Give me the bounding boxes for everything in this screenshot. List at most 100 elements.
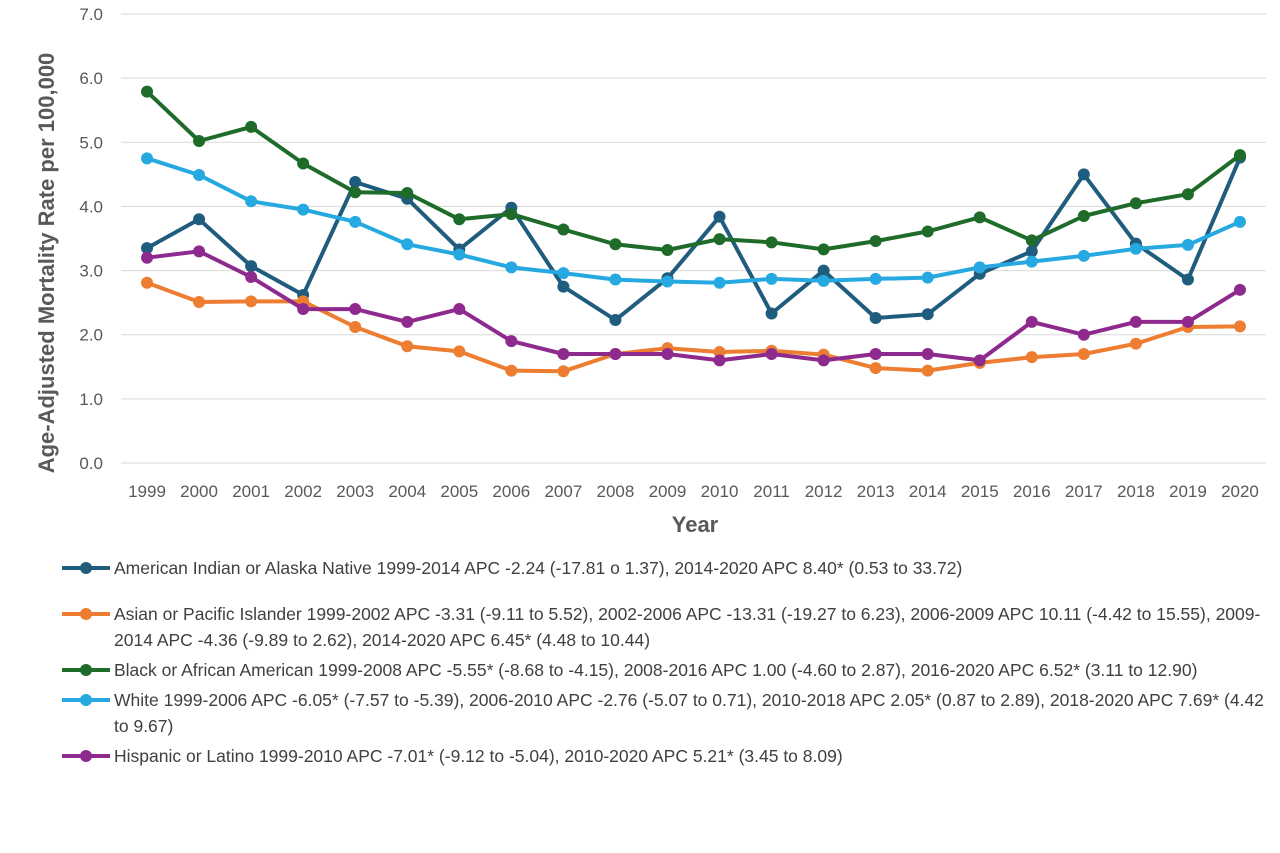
data-point [1025,234,1038,247]
legend-marker-icon [62,562,110,574]
data-point [349,321,362,334]
data-point [245,295,258,308]
data-point [1077,168,1090,181]
series-0 [141,151,1246,326]
legend-item: American Indian or Alaska Native 1999-20… [60,555,1270,581]
data-point [713,233,726,246]
data-point [1077,210,1090,223]
data-point [245,120,258,133]
data-point [869,235,882,248]
x-tick-label: 2008 [597,482,635,501]
data-point [765,236,778,249]
data-point [765,272,778,285]
series-2 [141,85,1246,257]
x-axis-title: Year [672,512,719,537]
data-point [141,85,154,98]
data-point [141,242,154,255]
data-point [661,347,674,360]
data-point [245,270,258,283]
data-point [505,364,518,377]
data-point [1233,283,1246,296]
y-axis-title: Age-Adjusted Mortality Rate per 100,000 [34,53,59,474]
data-point [661,275,674,288]
data-point [141,276,154,289]
data-point [765,347,778,360]
legend-marker-icon [62,694,110,706]
data-point [609,238,622,251]
data-point [297,303,310,316]
data-point [661,244,674,257]
x-tick-label: 2000 [180,482,218,501]
data-point [245,260,258,273]
series-line [146,249,1242,363]
data-point [869,362,882,375]
data-point [505,261,518,274]
data-point [609,273,622,286]
data-point [193,213,206,226]
data-point [193,135,206,148]
x-tick-label: 2017 [1065,482,1103,501]
data-point [1181,188,1194,201]
x-tick-label: 1999 [128,482,166,501]
data-point [401,238,414,251]
data-point [1025,245,1038,258]
data-point [973,211,986,224]
data-point [557,267,570,280]
data-point [1129,337,1142,350]
series-4 [141,245,1246,367]
data-point [349,303,362,316]
data-point [921,308,934,321]
data-point [869,347,882,360]
x-tick-label: 2007 [544,482,582,501]
x-tick-label: 2001 [232,482,270,501]
x-tick-label: 2014 [909,482,947,501]
series-1 [141,276,1246,378]
x-tick-label: 2020 [1221,482,1259,501]
data-point [713,210,726,223]
x-tick-label: 2019 [1169,482,1207,501]
y-tick-label: 4.0 [79,197,103,216]
legend-label: American Indian or Alaska Native 1999-20… [114,558,963,578]
data-point [141,251,154,264]
series-line [146,156,1242,322]
data-point [817,354,830,367]
data-point [713,346,726,359]
series-line [146,280,1241,374]
y-tick-label: 2.0 [79,326,103,345]
x-tick-label: 2018 [1117,482,1155,501]
x-tick-label: 2005 [440,482,478,501]
y-tick-label: 6.0 [79,69,103,88]
legend: American Indian or Alaska Native 1999-20… [60,555,1270,769]
data-point [1077,347,1090,360]
x-tick-label: 2002 [284,482,322,501]
x-tick-label: 2010 [701,482,739,501]
data-point [973,354,986,367]
data-point [349,215,362,228]
data-point [817,243,830,256]
y-tick-label: 7.0 [79,5,103,24]
data-point [245,195,258,208]
data-point [453,303,466,316]
legend-label: Black or African American 1999-2008 APC … [114,660,1198,680]
data-point [1129,242,1142,255]
data-point [1181,273,1194,286]
line-chart: 0.0 1.0 2.0 3.0 4.0 5.0 6.0 7.0 1999 2000 2001 200… [34,5,1266,537]
x-tick-label: 2009 [649,482,687,501]
legend-label: Hispanic or Latino 1999-2010 APC -7.01* … [114,746,843,766]
x-tick-label: 2011 [753,482,790,501]
data-point [713,354,726,367]
legend-item: Hispanic or Latino 1999-2010 APC -7.01* … [60,743,1270,769]
data-point [1181,315,1194,328]
x-tick-label: 2006 [492,482,530,501]
data-point [505,208,518,221]
x-tick-label: 2004 [388,482,426,501]
legend-marker-icon [62,750,110,762]
data-point [765,307,778,320]
data-point [557,365,570,378]
data-point [869,312,882,325]
data-point [297,203,310,216]
data-point [609,347,622,360]
data-point [869,272,882,285]
y-tick-label: 0.0 [79,454,103,473]
data-point [817,274,830,287]
